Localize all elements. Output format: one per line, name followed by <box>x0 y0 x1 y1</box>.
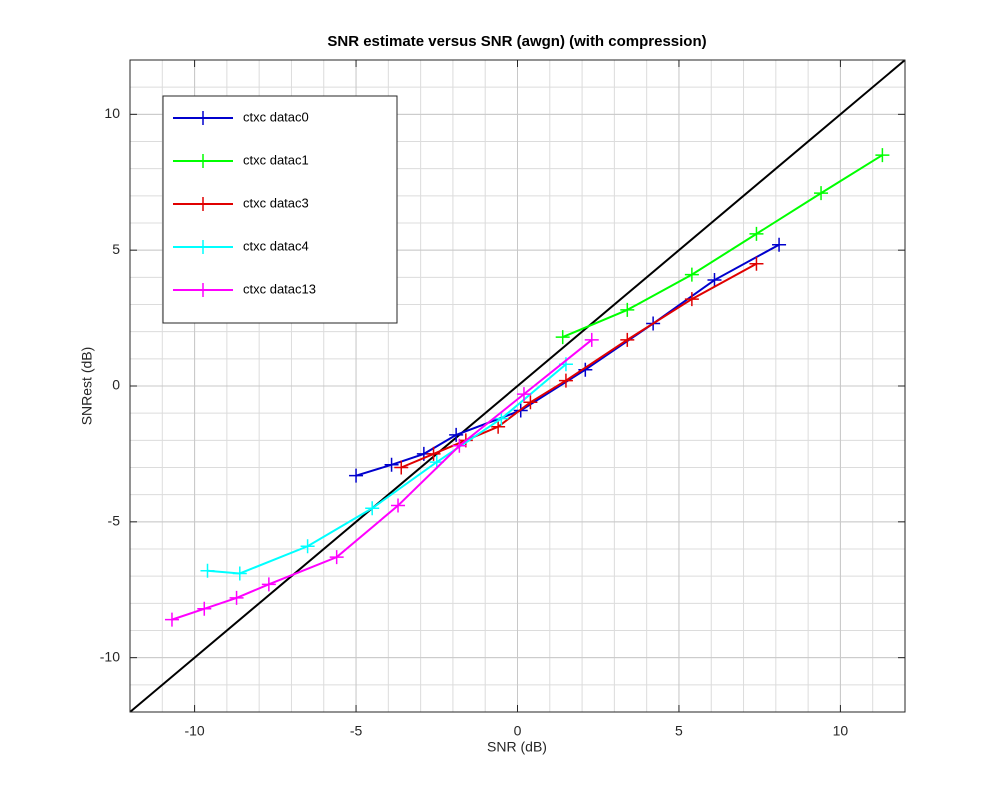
point-marker <box>300 539 315 554</box>
legend-marker <box>196 240 210 254</box>
series-line <box>562 154 883 339</box>
point-marker <box>391 498 406 513</box>
axes: -10 -5 0 5 10 -10 -5 0 5 10 <box>100 59 906 739</box>
point-marker <box>620 302 635 317</box>
point-marker <box>329 550 344 565</box>
point-marker <box>164 612 179 627</box>
point-marker <box>875 148 890 163</box>
y-tick-label: 0 <box>112 377 120 393</box>
point-marker <box>772 237 787 252</box>
point-marker <box>584 332 599 347</box>
legend-label: ctxc datac4 <box>243 238 309 253</box>
point-marker <box>684 267 699 282</box>
point-marker <box>394 460 409 475</box>
x-tick-label: -5 <box>350 723 363 739</box>
point-marker <box>491 419 506 434</box>
x-tick-label: 10 <box>833 723 849 739</box>
point-marker <box>749 256 764 271</box>
legend-marker <box>196 154 210 168</box>
point-marker <box>452 438 467 453</box>
legend-label: ctxc datac13 <box>243 281 316 296</box>
point-marker <box>555 330 570 345</box>
point-marker <box>261 577 276 592</box>
legend-marker <box>196 197 210 211</box>
y-tick-label: -5 <box>108 513 121 529</box>
point-marker <box>232 566 247 581</box>
point-marker <box>516 387 531 402</box>
chart-title: SNR estimate versus SNR (awgn) (with com… <box>327 33 706 50</box>
x-tick-label: 5 <box>675 723 683 739</box>
legend: ctxc datac0 ctxc datac1 ctxc datac3 ctxc da… <box>162 95 398 324</box>
point-marker <box>197 601 212 616</box>
x-axis-label: SNR (dB) <box>487 739 547 755</box>
point-marker <box>229 590 244 605</box>
point-marker <box>449 427 464 442</box>
point-marker <box>707 273 722 288</box>
reference-line <box>130 60 905 712</box>
point-marker <box>200 563 215 578</box>
legend-marker <box>196 283 210 297</box>
point-marker <box>494 411 509 426</box>
point-marker <box>349 468 364 483</box>
legend-label: ctxc datac3 <box>243 195 309 210</box>
y-axis-label: SNRest (dB) <box>79 347 95 426</box>
point-marker <box>365 501 380 516</box>
point-marker <box>558 373 573 388</box>
point-marker <box>426 446 441 461</box>
point-marker <box>620 332 635 347</box>
legend-label: ctxc datac0 <box>243 109 309 124</box>
legend-marker <box>196 111 210 125</box>
y-tick-label: 5 <box>112 241 120 257</box>
legend-label: ctxc datac1 <box>243 152 309 167</box>
point-marker <box>384 457 399 472</box>
legend-box <box>162 95 398 324</box>
point-marker <box>523 395 538 410</box>
y-tick-label: 10 <box>104 105 120 121</box>
y-tick-label: -10 <box>100 648 120 664</box>
x-tick-label: 0 <box>514 723 522 739</box>
point-marker <box>814 186 829 201</box>
plot-area <box>130 60 905 712</box>
point-marker <box>749 226 764 241</box>
x-tick-label: -10 <box>184 723 204 739</box>
point-marker <box>684 292 699 307</box>
